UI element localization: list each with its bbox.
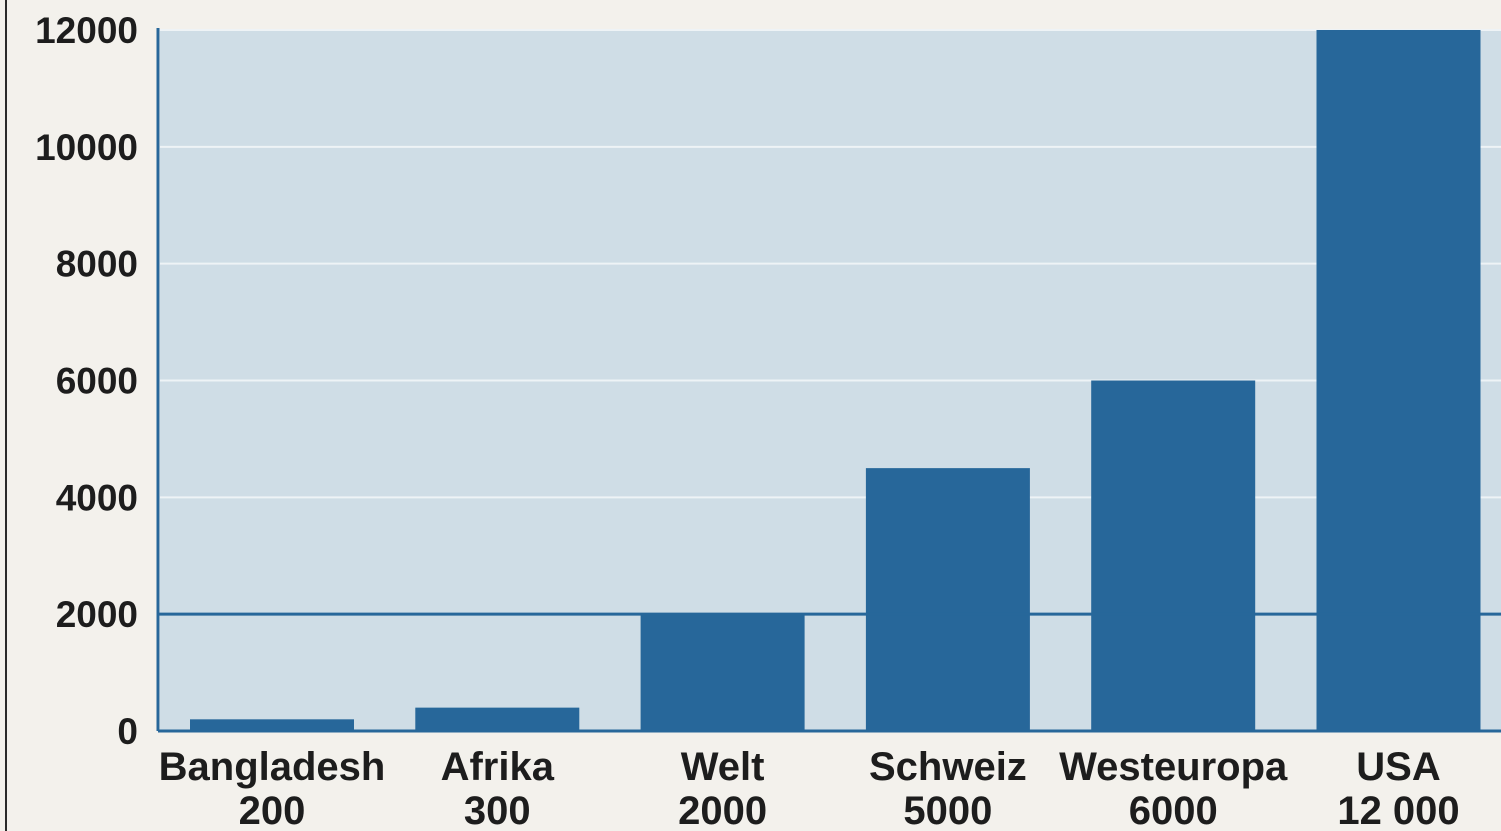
bar-bangladesh: [190, 719, 354, 731]
y-axis-tick-labels: 0 2000 4000 6000 8000 10000 12000: [35, 10, 138, 752]
y-tick-label-0: 0: [117, 711, 138, 752]
y-tick-label-4000: 4000: [56, 477, 138, 518]
category-label-westeuropa: Westeuropa: [1059, 745, 1288, 789]
category-value-label-usa: 12 000: [1337, 789, 1459, 831]
y-tick-label-8000: 8000: [56, 244, 138, 285]
gridlines: [158, 29, 1501, 616]
y-tick-label-2000: 2000: [56, 594, 138, 635]
category-value-label-westeuropa: 6000: [1129, 789, 1218, 831]
category-label-bangladesh: Bangladesh: [159, 745, 386, 789]
bar-afrika: [415, 707, 580, 731]
category-label-schweiz: Schweiz: [869, 745, 1027, 789]
category-value-label-welt: 2000: [678, 789, 767, 831]
bar-schweiz: [865, 468, 1030, 731]
category-value-label-bangladesh: 200: [239, 789, 306, 831]
bar-usa: [1316, 30, 1481, 731]
category-value-label-afrika: 300: [464, 789, 531, 831]
y-tick-label-10000: 10000: [35, 127, 138, 168]
category-value-label-schweiz: 5000: [903, 789, 992, 831]
category-label-afrika: Afrika: [441, 745, 555, 789]
bar-westeuropa: [1091, 380, 1256, 731]
y-tick-label-12000: 12000: [35, 10, 138, 51]
y-tick-label-6000: 6000: [56, 361, 138, 402]
category-label-usa: USA: [1356, 745, 1440, 789]
category-label-welt: Welt: [681, 745, 765, 789]
bar-welt: [640, 614, 805, 731]
